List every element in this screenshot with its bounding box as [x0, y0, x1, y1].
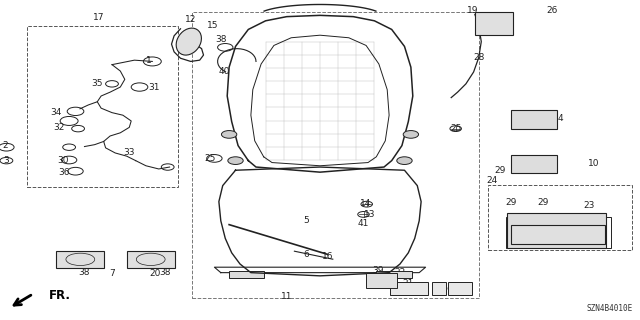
Text: 20: 20 — [149, 269, 161, 278]
Text: 6: 6 — [303, 250, 308, 259]
Text: 25: 25 — [450, 124, 461, 133]
Text: SZN4B4010E: SZN4B4010E — [586, 304, 632, 313]
Bar — [506, 217, 611, 248]
Bar — [432, 282, 446, 295]
Ellipse shape — [176, 28, 202, 55]
Text: 21: 21 — [403, 279, 414, 288]
Bar — [229, 271, 264, 278]
Bar — [488, 185, 632, 250]
Text: 1: 1 — [146, 56, 151, 65]
Bar — [511, 155, 557, 173]
Text: 12: 12 — [185, 15, 196, 24]
Text: 38: 38 — [79, 268, 90, 277]
Text: 11: 11 — [281, 292, 292, 301]
Text: 26: 26 — [546, 6, 557, 15]
Text: FR.: FR. — [49, 289, 71, 302]
Text: 15: 15 — [207, 21, 218, 30]
Text: 29: 29 — [505, 198, 516, 207]
Text: 8: 8 — [419, 286, 424, 295]
Text: 33: 33 — [124, 148, 135, 156]
Bar — [56, 251, 104, 268]
Bar — [127, 251, 175, 268]
Text: 38: 38 — [216, 35, 227, 44]
Text: 16: 16 — [322, 252, 333, 261]
Bar — [366, 273, 397, 288]
Bar — [390, 282, 428, 295]
Text: 4: 4 — [557, 114, 563, 123]
Text: 29: 29 — [537, 198, 548, 207]
Text: 18: 18 — [454, 284, 465, 293]
Text: 2: 2 — [3, 141, 8, 150]
Text: 37: 37 — [529, 111, 540, 120]
Text: 37: 37 — [529, 157, 540, 166]
Bar — [511, 110, 557, 129]
Text: 3: 3 — [4, 156, 9, 164]
Text: 31: 31 — [148, 83, 159, 92]
Text: 29: 29 — [495, 166, 506, 175]
Bar — [511, 225, 605, 244]
Text: 7: 7 — [109, 269, 115, 278]
Text: 34: 34 — [51, 108, 62, 116]
Bar — [507, 213, 606, 248]
Text: 9: 9 — [447, 286, 452, 295]
Text: 39: 39 — [372, 266, 383, 275]
Text: 35: 35 — [92, 79, 103, 88]
Text: 38: 38 — [159, 268, 171, 277]
Text: 24: 24 — [486, 176, 497, 185]
Text: 27: 27 — [548, 225, 559, 234]
Circle shape — [397, 157, 412, 164]
Bar — [27, 26, 178, 187]
Circle shape — [403, 131, 419, 138]
Text: 36: 36 — [58, 168, 70, 177]
Text: 14: 14 — [360, 199, 372, 208]
Text: 28: 28 — [473, 53, 484, 62]
Bar — [192, 12, 479, 298]
Text: 19: 19 — [467, 6, 478, 15]
Text: 32: 32 — [53, 123, 65, 132]
Bar — [475, 12, 513, 35]
Circle shape — [221, 131, 237, 138]
Text: 17: 17 — [93, 13, 105, 22]
Text: 23: 23 — [583, 201, 595, 210]
Circle shape — [228, 157, 243, 164]
Text: 10: 10 — [588, 159, 600, 168]
Text: 41: 41 — [358, 219, 369, 228]
Text: 30: 30 — [57, 156, 68, 165]
Bar — [376, 271, 412, 278]
Text: 5: 5 — [303, 216, 308, 225]
Text: 22: 22 — [394, 268, 406, 277]
Text: 40: 40 — [218, 67, 230, 76]
Text: 25: 25 — [204, 154, 216, 163]
Bar — [448, 282, 472, 295]
Text: 13: 13 — [364, 210, 376, 219]
